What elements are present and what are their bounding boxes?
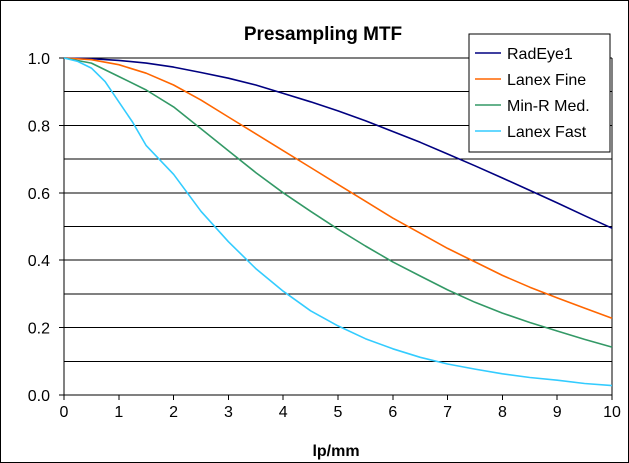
x-tick-label: 2 <box>169 404 178 421</box>
legend-label-radeye1: RadEye1 <box>507 46 573 63</box>
axes <box>59 57 613 400</box>
gridlines <box>64 57 612 362</box>
y-tick-label: 0.8 <box>28 118 50 135</box>
x-axis-label: lp/mm <box>312 443 359 460</box>
x-tick-label: 7 <box>443 404 452 421</box>
x-tick-label: 10 <box>603 404 621 421</box>
legend-label-lanex-fine: Lanex Fine <box>507 72 586 89</box>
x-tick-label: 8 <box>498 404 507 421</box>
series-group <box>63 57 613 387</box>
x-tick-label: 4 <box>279 404 288 421</box>
series-line-min-r-med <box>63 57 613 348</box>
tick-labels: 0 1 2 3 4 5 6 7 8 9 10 0.0 0.2 0.4 0.6 0.8 1.0 <box>28 51 621 421</box>
series-line-lanex-fine <box>63 57 613 319</box>
chart-title: Presampling MTF <box>244 24 402 45</box>
legend-label-min-r-med: Min-R Med. <box>507 98 590 115</box>
x-tick-label: 1 <box>114 404 123 421</box>
x-tick-label: 3 <box>224 404 233 421</box>
x-tick-label: 5 <box>334 404 343 421</box>
x-tick-label: 9 <box>553 404 562 421</box>
series-line-radeye1 <box>63 57 613 229</box>
legend-label-lanex-fast: Lanex Fast <box>507 124 587 141</box>
x-tick-label: 6 <box>388 404 397 421</box>
y-tick-label: 0.4 <box>28 253 50 270</box>
y-tick-label: 0.2 <box>28 321 50 338</box>
y-tick-label: 0.6 <box>28 186 50 203</box>
y-tick-label: 1.0 <box>28 51 50 68</box>
y-tick-label: 0.0 <box>28 388 50 405</box>
x-tick-label: 0 <box>60 404 69 421</box>
legend: RadEye1 Lanex Fine Min-R Med. Lanex Fast <box>468 33 611 153</box>
series-line-lanex-fast <box>63 57 613 387</box>
